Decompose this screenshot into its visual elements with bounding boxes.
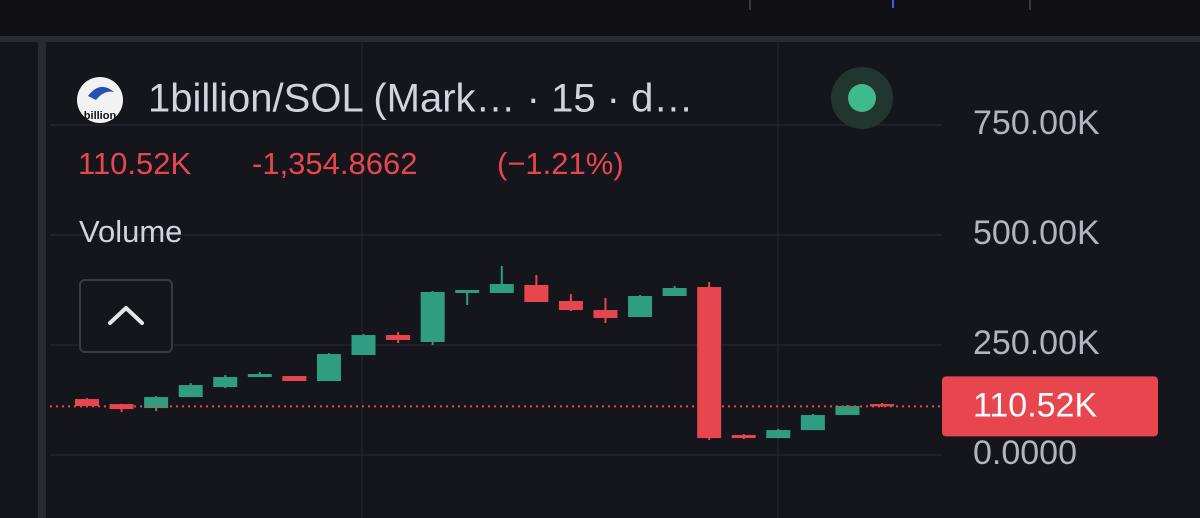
price-label-box xyxy=(942,376,1158,437)
status-dot xyxy=(848,84,876,112)
logo-mark xyxy=(88,86,114,100)
candle-body xyxy=(524,284,549,303)
candle-body xyxy=(282,376,307,382)
candle-body xyxy=(316,354,341,382)
logo xyxy=(77,77,123,123)
candle-body xyxy=(213,377,238,388)
overlay: 110.52K xyxy=(50,376,1158,437)
candles xyxy=(75,266,894,441)
candle-body xyxy=(731,435,756,439)
candle-body xyxy=(766,430,791,439)
candle-body xyxy=(800,415,825,431)
legend-last: 110.52K xyxy=(78,146,192,181)
y-tick-label: 0.0000 xyxy=(973,434,1077,472)
grid xyxy=(50,124,942,456)
collapse-button[interactable] xyxy=(79,279,173,353)
logo-text: billion xyxy=(84,110,117,122)
y-tick-label: 250.00K xyxy=(973,324,1100,362)
panel-separator xyxy=(0,36,1200,42)
candle-body xyxy=(386,335,411,341)
legend-change-percent: (−1.21%) xyxy=(497,146,624,181)
candle-body xyxy=(420,291,445,343)
chart-title: 1billion/SOL (Mark… · 15 · d… xyxy=(148,77,693,121)
candle-body xyxy=(489,284,514,293)
candle-body xyxy=(178,385,203,398)
candle-body xyxy=(870,404,894,407)
candle-body xyxy=(351,335,376,356)
candle-body xyxy=(593,310,618,318)
candle-body xyxy=(662,288,687,296)
legend-change: -1,354.8662 xyxy=(252,146,417,181)
candle-body xyxy=(835,406,860,416)
candle-body xyxy=(558,301,583,311)
candle-body xyxy=(455,290,480,293)
candle-body xyxy=(247,374,272,378)
y-tick-label: 750.00K xyxy=(973,104,1100,142)
candle-body xyxy=(628,295,653,318)
candle-body xyxy=(697,287,722,439)
indicator-label: Volume xyxy=(79,214,182,249)
chevron-up xyxy=(108,306,144,325)
price-label: 110.52K xyxy=(973,386,1097,424)
candle-body xyxy=(109,404,134,410)
panel-separator xyxy=(38,42,46,518)
y-tick-label: 500.00K xyxy=(973,214,1100,252)
top-bar xyxy=(0,0,1200,36)
candle-body xyxy=(144,397,169,409)
candle-body xyxy=(75,399,99,407)
